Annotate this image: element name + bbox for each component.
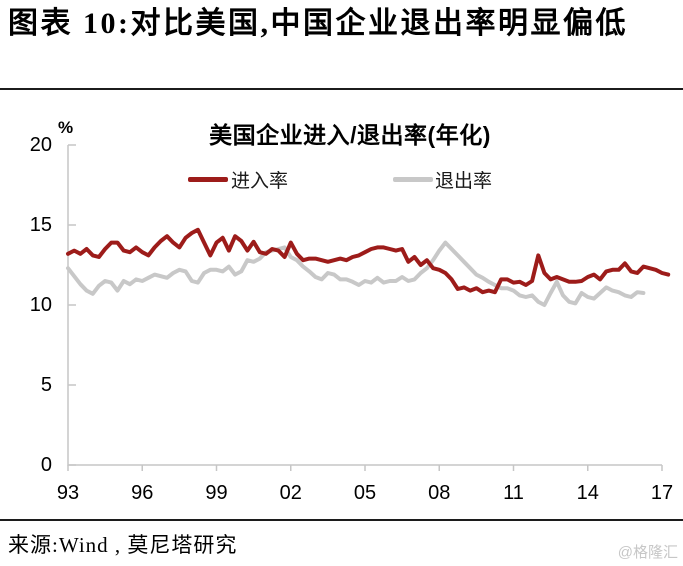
plot-svg [66, 144, 671, 471]
x-tick-label: 96 [131, 482, 154, 504]
top-divider [0, 88, 683, 90]
legend-label-exit-rate: 退出率 [435, 171, 493, 192]
legend-swatch [393, 177, 433, 182]
y-tick-label: 0 [40, 454, 52, 476]
chart-area: % 美国企业进入/退出率(年化) 进入率 退出率 0 5 10 15 20 93 96 99… [0, 90, 683, 520]
x-tick-label: 02 [279, 482, 302, 504]
legend-swatch [188, 177, 228, 182]
x-tick-label: 99 [205, 482, 228, 504]
y-tick-label: 15 [29, 214, 52, 236]
figure-title: 图表 10:对比美国,中国企业退出率明显偏低 [8, 7, 628, 40]
watermark: @格隆汇 [617, 544, 678, 561]
x-tick-label: 05 [353, 482, 377, 504]
y-tick-label: 10 [29, 294, 52, 316]
x-tick-label: 11 [503, 482, 524, 504]
legend-label-entry-rate: 进入率 [231, 171, 289, 192]
source-note: 来源:Wind , 莫尼塔研究 [8, 533, 238, 557]
x-tick-label: 08 [428, 482, 451, 504]
x-tick-label: 93 [56, 482, 80, 504]
y-tick-label: 5 [40, 374, 52, 396]
chart-title: 美国企业进入/退出率(年化) [209, 122, 491, 148]
y-tick-label: 20 [29, 134, 52, 156]
x-tick-label: 14 [576, 482, 599, 504]
y-axis-unit-label: % [58, 118, 74, 137]
bottom-divider [0, 519, 683, 521]
x-tick-label: 17 [650, 482, 674, 504]
